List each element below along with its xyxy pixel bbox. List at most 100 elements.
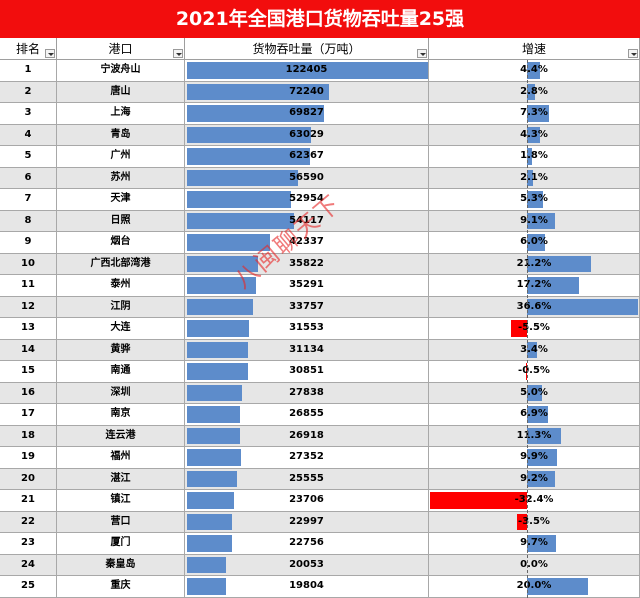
filter-dropdown-icon[interactable] <box>45 49 55 58</box>
volume-cell[interactable]: 31553 <box>185 318 429 340</box>
volume-cell[interactable]: 23706 <box>185 490 429 512</box>
rank-cell[interactable]: 18 <box>0 425 57 447</box>
volume-cell[interactable]: 22756 <box>185 533 429 555</box>
growth-cell[interactable]: 36.6% <box>429 296 640 318</box>
growth-cell[interactable]: 20.0% <box>429 576 640 598</box>
rank-cell[interactable]: 3 <box>0 103 57 125</box>
volume-cell[interactable]: 122405 <box>185 60 429 82</box>
port-cell[interactable]: 湛江 <box>57 468 185 490</box>
rank-cell[interactable]: 14 <box>0 339 57 361</box>
volume-cell[interactable]: 62367 <box>185 146 429 168</box>
growth-cell[interactable]: -5.5% <box>429 318 640 340</box>
port-cell[interactable]: 秦皇岛 <box>57 554 185 576</box>
growth-cell[interactable]: 21.2% <box>429 253 640 275</box>
growth-cell[interactable]: 3.4% <box>429 339 640 361</box>
port-cell[interactable]: 重庆 <box>57 576 185 598</box>
port-cell[interactable]: 营口 <box>57 511 185 533</box>
growth-cell[interactable]: 11.3% <box>429 425 640 447</box>
rank-cell[interactable]: 7 <box>0 189 57 211</box>
volume-cell[interactable]: 20053 <box>185 554 429 576</box>
volume-cell[interactable]: 56590 <box>185 167 429 189</box>
growth-cell[interactable]: 4.3% <box>429 124 640 146</box>
volume-cell[interactable]: 72240 <box>185 81 429 103</box>
port-cell[interactable]: 镇江 <box>57 490 185 512</box>
rank-cell[interactable]: 19 <box>0 447 57 469</box>
growth-cell[interactable]: -0.5% <box>429 361 640 383</box>
port-cell[interactable]: 宁波舟山 <box>57 60 185 82</box>
rank-cell[interactable]: 17 <box>0 404 57 426</box>
port-cell[interactable]: 广西北部湾港 <box>57 253 185 275</box>
port-cell[interactable]: 连云港 <box>57 425 185 447</box>
port-cell[interactable]: 苏州 <box>57 167 185 189</box>
volume-cell[interactable]: 54117 <box>185 210 429 232</box>
port-cell[interactable]: 福州 <box>57 447 185 469</box>
volume-cell[interactable]: 25555 <box>185 468 429 490</box>
growth-cell[interactable]: 9.9% <box>429 447 640 469</box>
filter-dropdown-icon[interactable] <box>628 49 638 58</box>
port-cell[interactable]: 大连 <box>57 318 185 340</box>
volume-cell[interactable]: 26918 <box>185 425 429 447</box>
port-cell[interactable]: 上海 <box>57 103 185 125</box>
growth-cell[interactable]: 6.0% <box>429 232 640 254</box>
volume-cell[interactable]: 26855 <box>185 404 429 426</box>
rank-cell[interactable]: 16 <box>0 382 57 404</box>
port-cell[interactable]: 厦门 <box>57 533 185 555</box>
volume-cell[interactable]: 69827 <box>185 103 429 125</box>
port-cell[interactable]: 广州 <box>57 146 185 168</box>
rank-cell[interactable]: 25 <box>0 576 57 598</box>
growth-cell[interactable]: 1.8% <box>429 146 640 168</box>
port-cell[interactable]: 烟台 <box>57 232 185 254</box>
filter-dropdown-icon[interactable] <box>173 49 183 58</box>
growth-cell[interactable]: 2.8% <box>429 81 640 103</box>
growth-cell[interactable]: 6.9% <box>429 404 640 426</box>
rank-cell[interactable]: 5 <box>0 146 57 168</box>
volume-cell[interactable]: 35822 <box>185 253 429 275</box>
volume-cell[interactable]: 31134 <box>185 339 429 361</box>
rank-cell[interactable]: 23 <box>0 533 57 555</box>
port-cell[interactable]: 日照 <box>57 210 185 232</box>
filter-dropdown-icon[interactable] <box>417 49 427 58</box>
port-cell[interactable]: 青岛 <box>57 124 185 146</box>
rank-cell[interactable]: 21 <box>0 490 57 512</box>
port-cell[interactable]: 泰州 <box>57 275 185 297</box>
rank-cell[interactable]: 13 <box>0 318 57 340</box>
volume-cell[interactable]: 35291 <box>185 275 429 297</box>
growth-cell[interactable]: 5.0% <box>429 382 640 404</box>
growth-cell[interactable]: 0.0% <box>429 554 640 576</box>
growth-cell[interactable]: -32.4% <box>429 490 640 512</box>
rank-cell[interactable]: 8 <box>0 210 57 232</box>
volume-cell[interactable]: 33757 <box>185 296 429 318</box>
rank-cell[interactable]: 9 <box>0 232 57 254</box>
growth-cell[interactable]: -3.5% <box>429 511 640 533</box>
growth-cell[interactable]: 9.2% <box>429 468 640 490</box>
rank-cell[interactable]: 12 <box>0 296 57 318</box>
rank-cell[interactable]: 4 <box>0 124 57 146</box>
rank-cell[interactable]: 22 <box>0 511 57 533</box>
port-cell[interactable]: 黄骅 <box>57 339 185 361</box>
port-cell[interactable]: 南通 <box>57 361 185 383</box>
rank-cell[interactable]: 1 <box>0 60 57 82</box>
growth-cell[interactable]: 4.4% <box>429 60 640 82</box>
port-cell[interactable]: 江阴 <box>57 296 185 318</box>
port-cell[interactable]: 唐山 <box>57 81 185 103</box>
volume-cell[interactable]: 27838 <box>185 382 429 404</box>
growth-cell[interactable]: 9.7% <box>429 533 640 555</box>
volume-cell[interactable]: 52954 <box>185 189 429 211</box>
volume-cell[interactable]: 27352 <box>185 447 429 469</box>
port-cell[interactable]: 南京 <box>57 404 185 426</box>
port-cell[interactable]: 深圳 <box>57 382 185 404</box>
rank-cell[interactable]: 2 <box>0 81 57 103</box>
volume-cell[interactable]: 19804 <box>185 576 429 598</box>
rank-cell[interactable]: 11 <box>0 275 57 297</box>
growth-cell[interactable]: 7.3% <box>429 103 640 125</box>
rank-cell[interactable]: 6 <box>0 167 57 189</box>
volume-cell[interactable]: 30851 <box>185 361 429 383</box>
rank-cell[interactable]: 10 <box>0 253 57 275</box>
growth-cell[interactable]: 9.1% <box>429 210 640 232</box>
volume-cell[interactable]: 42337 <box>185 232 429 254</box>
growth-cell[interactable]: 5.3% <box>429 189 640 211</box>
growth-cell[interactable]: 17.2% <box>429 275 640 297</box>
volume-cell[interactable]: 22997 <box>185 511 429 533</box>
rank-cell[interactable]: 20 <box>0 468 57 490</box>
rank-cell[interactable]: 15 <box>0 361 57 383</box>
